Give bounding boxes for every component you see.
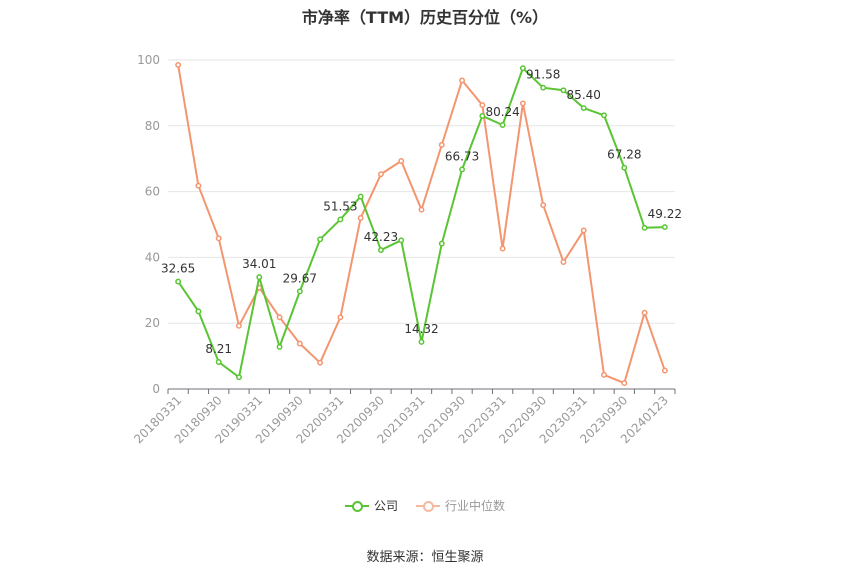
legend-industry-median-label: 行业中位数 xyxy=(445,499,506,513)
data-point-company[interactable] xyxy=(641,224,648,231)
data-point-industry-median[interactable] xyxy=(641,309,648,316)
legend-item-company[interactable]: 公司 xyxy=(344,497,398,514)
data-label: 51.53 xyxy=(323,199,357,213)
data-point-company[interactable] xyxy=(580,105,587,111)
data-point-company[interactable] xyxy=(236,374,242,381)
x-axis-tick-labels: 2018033120180930201903312019093020200331… xyxy=(131,393,671,446)
data-label: 91.58 xyxy=(526,68,560,82)
data-label: 66.73 xyxy=(445,149,479,163)
data-point-industry-median[interactable] xyxy=(175,61,182,68)
data-point-industry-median[interactable] xyxy=(357,214,364,221)
data-label: 85.40 xyxy=(567,88,601,102)
data-point-company[interactable] xyxy=(276,343,283,350)
data-label: 67.28 xyxy=(607,148,641,162)
legend-industry-median-icon xyxy=(416,500,440,512)
data-point-industry-median[interactable] xyxy=(601,371,607,378)
data-point-company[interactable] xyxy=(661,224,668,231)
data-point-industry-median[interactable] xyxy=(499,245,506,252)
data-point-industry-median[interactable] xyxy=(317,359,324,366)
series-lines xyxy=(175,61,668,387)
data-point-industry-median[interactable] xyxy=(459,77,466,84)
data-point-company[interactable] xyxy=(256,274,263,281)
data-point-company[interactable] xyxy=(418,338,425,345)
data-point-company[interactable] xyxy=(317,236,324,243)
data-point-company[interactable] xyxy=(438,240,445,247)
data-point-company[interactable] xyxy=(398,237,405,244)
data-label: 8.21 xyxy=(205,342,232,356)
legend: 公司 行业中位数 xyxy=(0,497,850,514)
data-point-company[interactable] xyxy=(215,359,222,365)
y-tick-label: 60 xyxy=(145,185,160,199)
data-point-industry-median[interactable] xyxy=(479,102,486,109)
data-label: 49.22 xyxy=(648,207,682,221)
data-point-company[interactable] xyxy=(479,112,486,119)
y-axis-tick-labels: 0 20 40 60 80 100 xyxy=(137,53,160,396)
data-label: 29.67 xyxy=(283,271,317,285)
data-point-company[interactable] xyxy=(175,278,182,285)
data-point-industry-median[interactable] xyxy=(621,380,628,387)
y-tick-label: 0 xyxy=(152,382,160,396)
data-point-industry-median[interactable] xyxy=(296,340,303,347)
legend-company-label: 公司 xyxy=(373,499,398,513)
data-point-industry-median[interactable] xyxy=(195,182,202,189)
y-tick-label: 40 xyxy=(145,250,160,264)
grid-lines xyxy=(168,59,675,324)
data-point-company[interactable] xyxy=(540,84,547,91)
y-tick-label: 80 xyxy=(145,119,160,133)
data-point-company[interactable] xyxy=(459,166,466,173)
legend-item-industry-median[interactable]: 行业中位数 xyxy=(416,497,505,514)
data-point-industry-median[interactable] xyxy=(276,314,283,321)
x-axis xyxy=(167,388,676,394)
y-tick-label: 100 xyxy=(137,53,160,67)
data-source: 数据来源：恒生聚源 xyxy=(366,550,484,565)
data-point-industry-median[interactable] xyxy=(540,202,547,209)
data-point-industry-median[interactable] xyxy=(398,158,405,164)
data-point-industry-median[interactable] xyxy=(337,314,344,321)
data-point-company[interactable] xyxy=(621,164,628,171)
data-point-company[interactable] xyxy=(560,87,567,94)
data-label: 34.01 xyxy=(242,257,276,271)
data-label: 80.24 xyxy=(485,105,519,119)
data-point-company[interactable] xyxy=(195,308,202,315)
data-point-company[interactable] xyxy=(519,65,526,72)
data-label: 32.65 xyxy=(161,262,195,276)
data-point-industry-median[interactable] xyxy=(560,259,567,265)
data-point-industry-median[interactable] xyxy=(377,171,384,178)
data-point-company[interactable] xyxy=(377,247,384,254)
data-point-industry-median[interactable] xyxy=(438,141,445,148)
data-label: 42.23 xyxy=(364,230,398,244)
data-point-company[interactable] xyxy=(337,216,344,223)
data-point-company[interactable] xyxy=(357,193,364,200)
data-labels: 32.65 8.21 34.01 29.67 51.53 42.23 14.32 66.73 8… xyxy=(161,68,682,356)
data-point-industry-median[interactable] xyxy=(661,367,668,374)
y-tick-label: 20 xyxy=(145,316,160,330)
data-point-industry-median[interactable] xyxy=(236,322,242,329)
data-label: 14.32 xyxy=(404,322,438,336)
chart-title: 市净率（TTM）历史百分位（%） xyxy=(301,8,549,27)
data-point-industry-median[interactable] xyxy=(418,206,425,213)
data-point-industry-median[interactable] xyxy=(580,227,587,234)
data-point-company[interactable] xyxy=(499,122,506,128)
data-point-company[interactable] xyxy=(296,288,303,295)
data-point-industry-median[interactable] xyxy=(215,235,222,242)
legend-company-icon xyxy=(344,500,369,512)
data-point-company[interactable] xyxy=(601,112,607,119)
data-point-industry-median[interactable] xyxy=(519,100,526,107)
